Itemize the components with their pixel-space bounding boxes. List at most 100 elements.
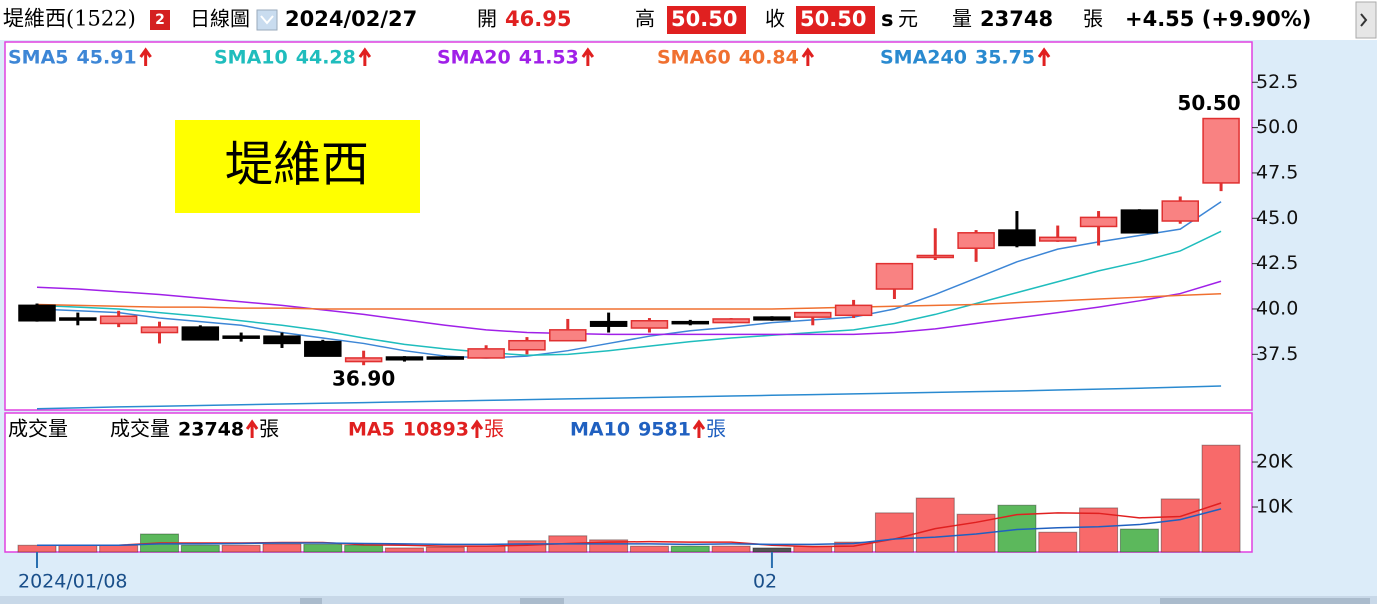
volume-bar	[58, 544, 98, 553]
volume-bar	[1038, 531, 1078, 553]
close-highlight	[796, 6, 875, 34]
legend-value: 23748	[178, 419, 244, 441]
legend-unit: 張	[484, 417, 504, 441]
period-dropdown[interactable]	[256, 9, 278, 31]
legend-value: 35.75	[975, 47, 1035, 69]
up-arrow	[581, 47, 595, 66]
candle-body	[671, 320, 710, 325]
x-tick-label: 02	[753, 571, 777, 593]
badge-box	[150, 10, 170, 30]
candle-body	[59, 317, 97, 321]
toolbar-button[interactable]	[520, 598, 564, 604]
candle-body	[834, 304, 873, 317]
volume-bar	[507, 540, 547, 553]
unit-s: s	[881, 7, 894, 31]
volume-bar	[711, 545, 751, 553]
ma-line	[36, 230, 1222, 356]
y-tick-label: 52.5	[1256, 71, 1298, 93]
y-tick-label: 40.0	[1256, 297, 1298, 319]
candle-body	[1161, 200, 1199, 222]
volume-ma-line	[37, 508, 1222, 547]
volume-bar	[670, 545, 710, 553]
toolbar-button[interactable]	[300, 598, 322, 604]
legend-name: SMA240	[880, 47, 967, 69]
y-tick-label: 42.5	[1256, 252, 1298, 274]
legend-value: 9581	[638, 419, 691, 441]
volume-bar	[752, 547, 792, 553]
candle-body	[467, 348, 505, 359]
y-tick-label: 37.5	[1256, 343, 1298, 365]
y-tick-label: 50.0	[1256, 116, 1298, 138]
candle-body	[1120, 209, 1159, 234]
candle-body	[181, 326, 220, 341]
toolbar-button[interactable]	[1160, 598, 1370, 604]
candle-body	[794, 311, 832, 318]
low-label: 36.90	[332, 367, 395, 391]
candle-body	[998, 229, 1036, 247]
volume-bar	[17, 544, 57, 553]
ma-line	[36, 201, 1222, 359]
ma-line	[36, 280, 1222, 336]
legend-name: MA5	[348, 419, 395, 441]
volume-unit: 張	[1083, 7, 1103, 31]
volume-bar	[262, 543, 302, 553]
volume-bar	[425, 546, 465, 553]
candle-body	[1039, 236, 1077, 242]
period: 日線圖	[190, 7, 250, 31]
volume-value: 23748	[980, 7, 1053, 31]
high-value: 50.50	[671, 7, 737, 31]
legend-value: 41.53	[519, 47, 579, 69]
high-label: 高	[635, 7, 655, 31]
legend-name: MA10	[570, 419, 630, 441]
candle-body	[263, 335, 301, 345]
x-tick-label: 2024/01/08	[18, 571, 128, 593]
ma-line	[36, 292, 1222, 310]
bottom-toolbar	[0, 596, 1377, 604]
volume-bar	[1201, 444, 1241, 553]
up-arrow	[139, 47, 152, 66]
stock-name: 堤維西(1522)	[3, 7, 136, 31]
candle-body	[385, 356, 424, 361]
legend-unit: 張	[706, 417, 726, 441]
legend-name: SMA5	[8, 47, 69, 69]
volume-bar	[384, 547, 424, 553]
candle-body	[140, 326, 179, 334]
close-label: 收	[765, 7, 785, 31]
candle-body	[875, 262, 914, 290]
volume-bar	[303, 543, 343, 553]
legend-name: 成交量	[110, 417, 170, 441]
candle-body	[589, 320, 628, 327]
ma-line	[36, 385, 1222, 410]
watermark: 堤維西	[225, 137, 369, 193]
high-highlight	[667, 6, 746, 34]
volume-bar	[221, 544, 261, 553]
candle-body	[630, 320, 669, 329]
up-arrow	[1037, 47, 1051, 66]
y-tick-label: 20K	[1256, 451, 1293, 473]
y-tick-label: 47.5	[1256, 161, 1298, 183]
volume-bar	[874, 512, 914, 553]
candle-body	[304, 340, 342, 357]
price-panel	[4, 41, 1253, 411]
candle-body	[1202, 117, 1240, 184]
volume-bar	[629, 545, 669, 553]
candle-body	[222, 335, 260, 339]
legend-value: 45.91	[77, 47, 137, 69]
candle-body	[18, 304, 56, 322]
volume-bar	[915, 497, 955, 553]
candle-body	[99, 315, 138, 325]
up-arrow	[470, 419, 484, 438]
volume-bar	[1119, 528, 1159, 553]
legend-value: 40.84	[739, 47, 799, 69]
legend-unit: 張	[259, 417, 279, 441]
open-label: 開	[477, 7, 497, 31]
volume-bar	[344, 544, 384, 553]
up-arrow	[358, 47, 372, 66]
legend-name: SMA60	[657, 47, 731, 69]
date: 2024/02/27	[285, 7, 417, 31]
high-label: 50.50	[1177, 91, 1240, 115]
up-arrow	[245, 419, 259, 438]
candle-body	[508, 339, 546, 351]
legend-value: 10893	[403, 419, 469, 441]
